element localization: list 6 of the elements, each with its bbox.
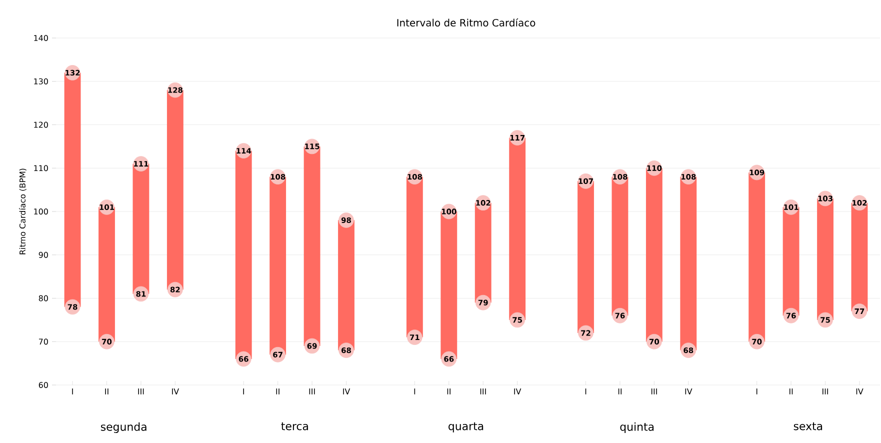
- text: quinta: [620, 422, 654, 433]
- text: sexta: [794, 422, 822, 430]
- text: quarta: [448, 422, 484, 432]
- chart-title: Intervalo de Ritmo Cardíaco: [397, 18, 536, 27]
- text: segunda: [100, 422, 146, 433]
- text: terca: [281, 422, 308, 430]
